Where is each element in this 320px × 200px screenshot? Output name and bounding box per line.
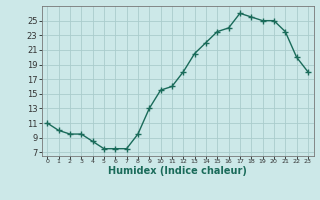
- X-axis label: Humidex (Indice chaleur): Humidex (Indice chaleur): [108, 166, 247, 176]
